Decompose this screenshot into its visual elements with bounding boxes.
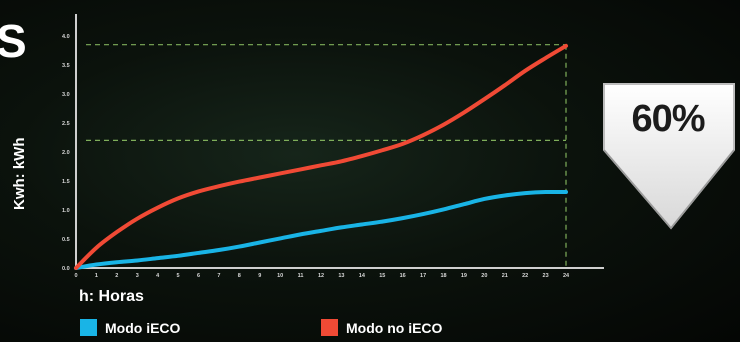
x-tick-label: 21	[502, 273, 508, 279]
x-tick-label: 8	[238, 273, 241, 279]
x-tick-label: 22	[522, 273, 528, 279]
x-tick-label: 7	[217, 273, 220, 279]
y-tick-label: 0.5	[62, 237, 70, 243]
savings-arrow-badge	[603, 83, 735, 230]
x-tick-label: 10	[277, 273, 283, 279]
series-line-ieco	[74, 189, 568, 270]
series-line-no-ieco	[74, 43, 568, 270]
x-tick-label: 18	[440, 273, 446, 279]
x-tick-label: 12	[318, 273, 324, 279]
x-tick-label: 13	[338, 273, 344, 279]
y-tick-label: 3.5	[62, 63, 70, 69]
x-axis-label: h: Horas	[79, 288, 144, 305]
y-tick-label: 0.0	[62, 266, 70, 272]
x-tick-label: 15	[379, 273, 385, 279]
y-tick-label: 4.0	[62, 34, 70, 40]
x-tick-label: 3	[136, 273, 139, 279]
x-tick-label: 6	[197, 273, 200, 279]
savings-percentage: 60%	[631, 98, 705, 140]
x-tick-label: 11	[298, 273, 304, 279]
legend-swatch-no-ieco	[321, 319, 338, 336]
x-tick-label: 9	[258, 273, 261, 279]
x-tick-label: 4	[156, 273, 160, 279]
y-tick-label: 3.0	[62, 92, 70, 98]
y-axis-label: Kwh: kWh	[11, 137, 28, 211]
legend-label-ieco: Modo iECO	[105, 319, 181, 336]
x-tick-label: 20	[481, 273, 487, 279]
x-tick-label: 1	[95, 273, 98, 279]
y-tick-label: 2.0	[62, 150, 70, 156]
y-tick-label: 1.0	[62, 208, 70, 214]
y-tick-label: 2.5	[62, 121, 70, 127]
x-tick-label: 14	[359, 273, 366, 279]
x-tick-label: 24	[563, 273, 570, 279]
x-tick-label: 19	[461, 273, 467, 279]
legend-item-ieco: Modo iECO	[80, 319, 180, 336]
cropped-heading-letter: S	[0, 15, 27, 67]
x-tick-label: 5	[177, 273, 180, 279]
legend-item-no-ieco: Modo no iECO	[321, 319, 442, 336]
x-tick-label: 23	[543, 273, 549, 279]
y-tick-label: 1.5	[62, 179, 70, 185]
x-tick-label: 0	[74, 273, 77, 279]
legend-swatch-ieco	[80, 319, 97, 336]
x-tick-label: 2	[115, 273, 118, 279]
x-tick-label: 16	[400, 273, 406, 279]
x-tick-label: 17	[420, 273, 426, 279]
legend-label-no-ieco: Modo no iECO	[346, 319, 443, 336]
